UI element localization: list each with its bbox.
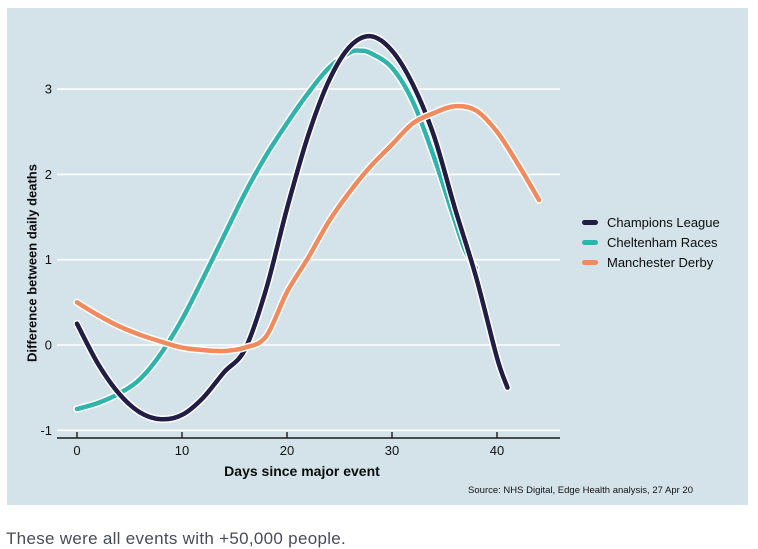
y-tick-label-2: 2 [45,167,52,182]
series-line-manchester-derby [74,103,542,354]
series-line-cheltenham-races [74,48,479,412]
y-axis-title: Difference between daily deaths [24,164,40,362]
legend: Champions League Cheltenham Races Manchest… [582,212,720,272]
x-tick-label-0: 0 [73,443,80,458]
legend-swatch-cheltenham-races [582,239,598,245]
y-tick-label--1: -1 [40,423,52,438]
legend-swatch-manchester-derby [582,259,598,265]
source-note: Source: NHS Digital, Edge Health analysi… [468,485,693,496]
legend-label-manchester-derby: Manchester Derby [607,254,714,270]
x-tick-label-40: 40 [490,443,504,458]
series-line-champions-league [74,33,510,422]
legend-item-cheltenham-races: Cheltenham Races [582,232,720,252]
series-casing-champions-league [73,32,512,424]
legend-label-cheltenham-races: Cheltenham Races [607,234,718,250]
legend-item-champions-league: Champions League [582,212,720,232]
legend-label-champions-league: Champions League [607,214,720,230]
legend-swatch-champions-league [582,219,598,225]
y-tick-label-3: 3 [45,82,52,97]
x-axis-title: Days since major event [224,463,380,479]
chart-panel: 3 2 1 0 -1 0 10 20 30 40 Difference between daily… [7,8,748,505]
legend-item-manchester-derby: Manchester Derby [582,252,720,272]
caption: These were all events with +50,000 peopl… [6,529,347,548]
x-tick-label-30: 30 [385,443,399,458]
x-tick-label-20: 20 [280,443,294,458]
x-tick-label-10: 10 [175,443,189,458]
y-tick-label-0: 0 [45,338,52,353]
y-tick-label-1: 1 [45,252,52,267]
series-group [73,32,543,424]
